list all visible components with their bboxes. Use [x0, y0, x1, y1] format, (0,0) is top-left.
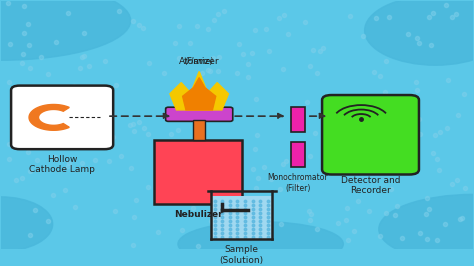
Text: Nebulizer: Nebulizer: [173, 210, 222, 219]
FancyBboxPatch shape: [322, 95, 419, 174]
Polygon shape: [182, 78, 216, 110]
Text: (Flame): (Flame): [184, 47, 214, 66]
Polygon shape: [29, 105, 69, 130]
Text: Detector and
Recorder: Detector and Recorder: [341, 176, 400, 195]
Text: Hollow
Cathode Lamp: Hollow Cathode Lamp: [29, 155, 95, 174]
Text: Sample
(Solution): Sample (Solution): [219, 245, 264, 265]
FancyBboxPatch shape: [165, 107, 233, 121]
FancyBboxPatch shape: [11, 86, 113, 149]
Ellipse shape: [0, 0, 131, 60]
Ellipse shape: [379, 194, 474, 264]
Ellipse shape: [0, 197, 53, 251]
Bar: [193, 120, 205, 140]
Polygon shape: [170, 72, 228, 110]
Text: Atomizer: Atomizer: [179, 57, 219, 66]
Text: Monochromator
(Filter): Monochromator (Filter): [268, 173, 328, 193]
Bar: [155, 140, 242, 204]
Bar: [292, 142, 305, 167]
Ellipse shape: [178, 222, 343, 266]
Ellipse shape: [365, 0, 474, 65]
Bar: [211, 197, 273, 239]
Bar: [292, 107, 305, 132]
